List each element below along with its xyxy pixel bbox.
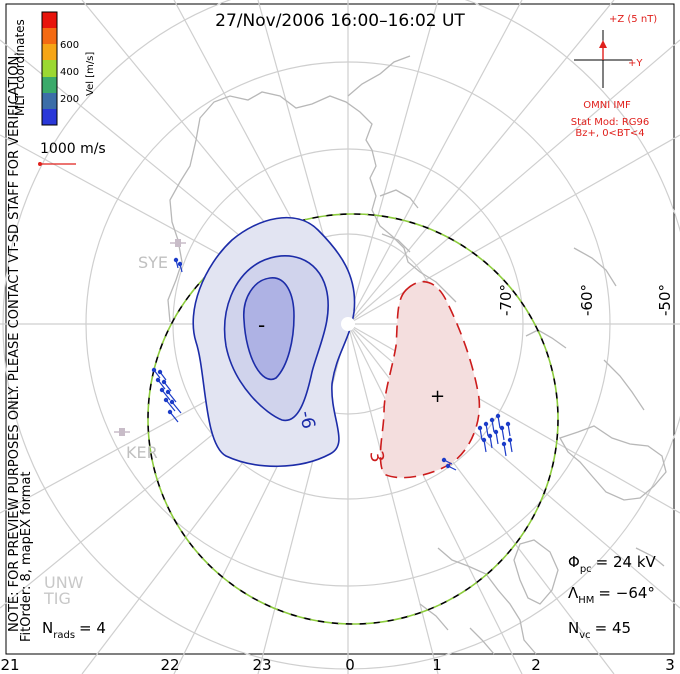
map-title: 27/Nov/2006 16:00–16:02 UT — [215, 11, 465, 31]
stat-lambda-hm: ΛHM = −64° — [568, 584, 655, 606]
lat-label-70: -70° — [497, 284, 515, 316]
lat-label-50: -50° — [656, 284, 674, 316]
station-label-unw: UNW — [44, 573, 84, 592]
coordinates-label: MLT coordinates — [13, 19, 27, 116]
pole-marker — [341, 317, 355, 331]
velocity-vectors-dusk — [151, 257, 183, 423]
mlt-label-22: 22 — [160, 656, 179, 674]
mlt-label-21: 21 — [0, 656, 19, 674]
svg-text:Φpc= 24 kV: Φpc = 24 kV — [568, 553, 657, 575]
svg-text:Nvc= 45: Nvc = 45 — [568, 619, 631, 641]
contour-label-positive-extremum: + — [430, 386, 445, 407]
stat-n-rads: Nrads = 4 — [42, 619, 106, 641]
velocity-vectors-dawn — [441, 413, 513, 471]
mlt-label-2: 2 — [531, 656, 541, 674]
colorbar-tick-400: 400 — [60, 67, 79, 78]
positive-cell — [379, 280, 481, 479]
mlt-label-23: 23 — [252, 656, 271, 674]
colorbar-label: Vel [m/s] — [85, 52, 96, 96]
colorbar-tick-600: 600 — [60, 40, 79, 51]
imf-vector-head — [599, 40, 607, 48]
svg-text:ΛHM= −64°: ΛHM = −64° — [568, 584, 655, 606]
lat-label-60: -60° — [578, 284, 596, 316]
svg-text:Nrads= 4: Nrads = 4 — [42, 619, 106, 641]
coastline — [167, 55, 667, 655]
mlt-label-0: 0 — [345, 656, 355, 674]
station-marker-sye — [170, 239, 186, 247]
imf-stat-mod: Stat Mod: RG96 — [571, 117, 650, 128]
mlt-label-3: 3 — [665, 656, 675, 674]
mlt-label-1: 1 — [432, 656, 442, 674]
contour-label-negative-extremum: - — [258, 313, 265, 337]
imf-z-label: +Z (5 nT) — [609, 14, 657, 25]
contour-label-neg6: -6 — [295, 409, 319, 430]
station-label-ker: KER — [126, 443, 158, 462]
preview-note: NOTE: FOR PREVIEW PURPOSES ONLY. PLEASE … — [7, 52, 22, 632]
map-frame — [5, 3, 675, 655]
fitorder-note: FitOrder: 8, mapEX format — [19, 471, 34, 642]
imf-condition: Bz+, 0<BT<4 — [575, 128, 644, 139]
velocity-colorbar — [41, 11, 58, 126]
hm-boundary-green — [147, 213, 559, 625]
imf-source: OMNI IMF — [583, 100, 631, 111]
station-label-sye: SYE — [138, 253, 168, 272]
colorbar-tick-200: 200 — [60, 94, 79, 105]
contour-label-pos3: 3 — [365, 449, 388, 464]
station-marker-ker — [114, 428, 130, 436]
mlt-axis-labels: 21 22 23 0 1 2 3 — [0, 656, 674, 674]
stat-phi-pc: Φpc = 24 kV — [568, 553, 657, 575]
station-label-tig: TIG — [43, 589, 71, 608]
stat-n-vc: Nvc = 45 — [568, 619, 631, 641]
vector-scale-dot — [38, 162, 42, 166]
imf-y-label: +Y — [628, 58, 643, 69]
vector-scale-label: 1000 m/s — [40, 141, 106, 157]
negative-cell-inner — [243, 277, 295, 381]
